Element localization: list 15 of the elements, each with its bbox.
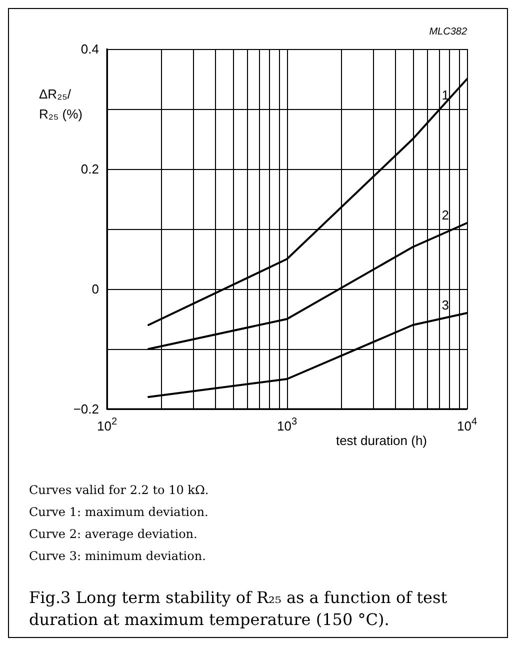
text: Fig.3 Long term stability of R₂₅ as a function of test duration at maximum temperature (150 °C). bbox=[28, 587, 448, 631]
text: Curve 1: maximum deviation. bbox=[29, 504, 210, 521]
series-label: 1 bbox=[442, 88, 449, 102]
text: MLC382 bbox=[429, 26, 468, 38]
y-axis-title: ΔR₂₅/R₂₅ (%) bbox=[39, 86, 83, 122]
text: Curves valid for 2.2 to 10 kΩ. bbox=[29, 482, 210, 499]
text: Curve 2: average deviation. bbox=[29, 526, 198, 543]
x-axis-title: test duration (h) bbox=[336, 433, 427, 448]
y-tick-label: −0.2 bbox=[73, 402, 99, 416]
text: Curve 3: minimum deviation. bbox=[29, 548, 207, 565]
y-tick-label: 0 bbox=[92, 282, 99, 296]
y-tick-label: 0.2 bbox=[80, 162, 99, 176]
series-label: 3 bbox=[442, 298, 449, 312]
y-tick-label: 0.4 bbox=[80, 42, 99, 56]
series-label: 2 bbox=[442, 208, 449, 222]
